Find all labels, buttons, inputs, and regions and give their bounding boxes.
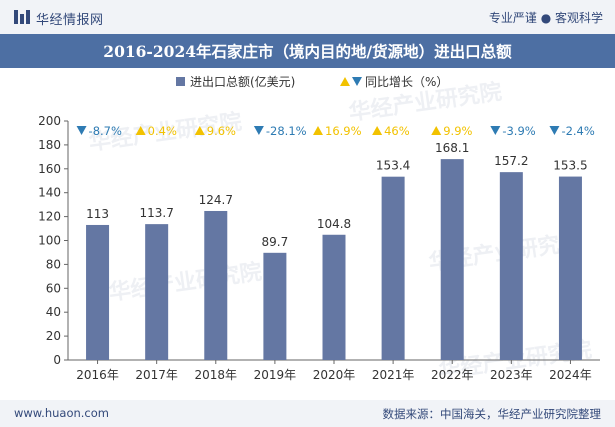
footer: www.huaon.com 数据来源：中国海关，华经产业研究院整理: [0, 400, 615, 427]
growth-up-icon: [194, 126, 205, 135]
x-tick-label: 2022年: [431, 368, 474, 382]
bar: [322, 234, 346, 360]
legend-bar-label: 进出口总额(亿美元): [190, 74, 295, 89]
data-source: 数据来源：中国海关，华经产业研究院整理: [382, 407, 602, 421]
growth-label: -2.4%: [561, 124, 594, 138]
y-tick-label: 120: [38, 210, 61, 224]
footer-url: www.huaon.com: [14, 406, 109, 420]
y-tick-label: 180: [38, 138, 61, 152]
y-tick-label: 200: [38, 114, 61, 128]
bar: [145, 224, 169, 360]
chart: 华经产业研究院华经产业研究院华经产业研究院华经产业研究院华经产业研究院进出口总额…: [38, 74, 600, 384]
bar-value-label: 89.7: [262, 235, 289, 249]
growth-label: 9.9%: [443, 124, 472, 138]
y-tick-label: 40: [46, 305, 61, 319]
x-tick-label: 2019年: [254, 368, 297, 382]
x-tick-label: 2024年: [549, 368, 592, 382]
top-bar: 华经情报网 专业严谨 ● 客观科学: [0, 0, 615, 34]
x-tick-label: 2016年: [76, 368, 119, 382]
growth-up-icon: [135, 126, 146, 135]
growth-label: -8.7%: [89, 124, 122, 138]
y-tick-label: 160: [38, 162, 61, 176]
growth-label: 16.9%: [325, 124, 362, 138]
growth-label: -3.9%: [502, 124, 535, 138]
bar-value-label: 104.8: [317, 217, 351, 231]
bar-value-label: 153.4: [376, 159, 410, 173]
brand-name: 华经情报网: [36, 13, 104, 28]
y-tick-label: 0: [53, 353, 61, 367]
watermark: 华经产业研究院: [107, 259, 263, 306]
bar-value-label: 168.1: [435, 141, 469, 155]
bar: [204, 210, 228, 360]
growth-down-icon: [253, 126, 264, 135]
title-bar: 2016-2024年石家庄市（境内目的地/货源地）进出口总额: [0, 34, 615, 68]
growth-up-icon: [431, 126, 442, 135]
legend-growth-label: 同比增长（%）: [365, 75, 448, 89]
y-tick-label: 60: [46, 281, 61, 295]
x-tick-label: 2018年: [195, 368, 238, 382]
growth-down-icon: [76, 126, 87, 135]
bar: [440, 159, 464, 360]
bar: [86, 224, 110, 360]
growth-label: 46%: [384, 124, 410, 138]
bar-value-label: 113: [86, 207, 109, 221]
bar: [263, 252, 287, 360]
bar: [381, 176, 405, 360]
bar: [558, 176, 582, 360]
growth-label: -28.1%: [266, 124, 307, 138]
bar: [499, 172, 523, 360]
legend-bar-swatch: [176, 77, 185, 86]
legend-up-icon: [340, 77, 350, 86]
growth-down-icon: [490, 126, 501, 135]
y-tick-label: 100: [38, 234, 61, 248]
growth-up-icon: [372, 126, 383, 135]
growth-label: 0.4%: [148, 124, 177, 138]
x-tick-label: 2021年: [372, 368, 415, 382]
y-tick-label: 20: [46, 329, 61, 343]
growth-label: 9.6%: [207, 124, 236, 138]
logo-icon: [14, 10, 30, 24]
bar-value-label: 153.5: [553, 159, 587, 173]
bar-value-label: 113.7: [139, 206, 173, 220]
y-tick-label: 140: [38, 186, 61, 200]
chart-title: 2016-2024年石家庄市（境内目的地/货源地）进出口总额: [103, 42, 512, 61]
tagline: 专业严谨 ● 客观科学: [488, 11, 603, 25]
bar-value-label: 157.2: [494, 154, 528, 168]
x-tick-label: 2020年: [313, 368, 356, 382]
x-tick-label: 2023年: [490, 368, 533, 382]
bar-value-label: 124.7: [199, 193, 233, 207]
y-tick-label: 80: [46, 257, 61, 271]
growth-down-icon: [549, 126, 560, 135]
x-tick-label: 2017年: [135, 368, 178, 382]
legend-down-icon: [352, 77, 362, 86]
growth-up-icon: [313, 126, 323, 135]
